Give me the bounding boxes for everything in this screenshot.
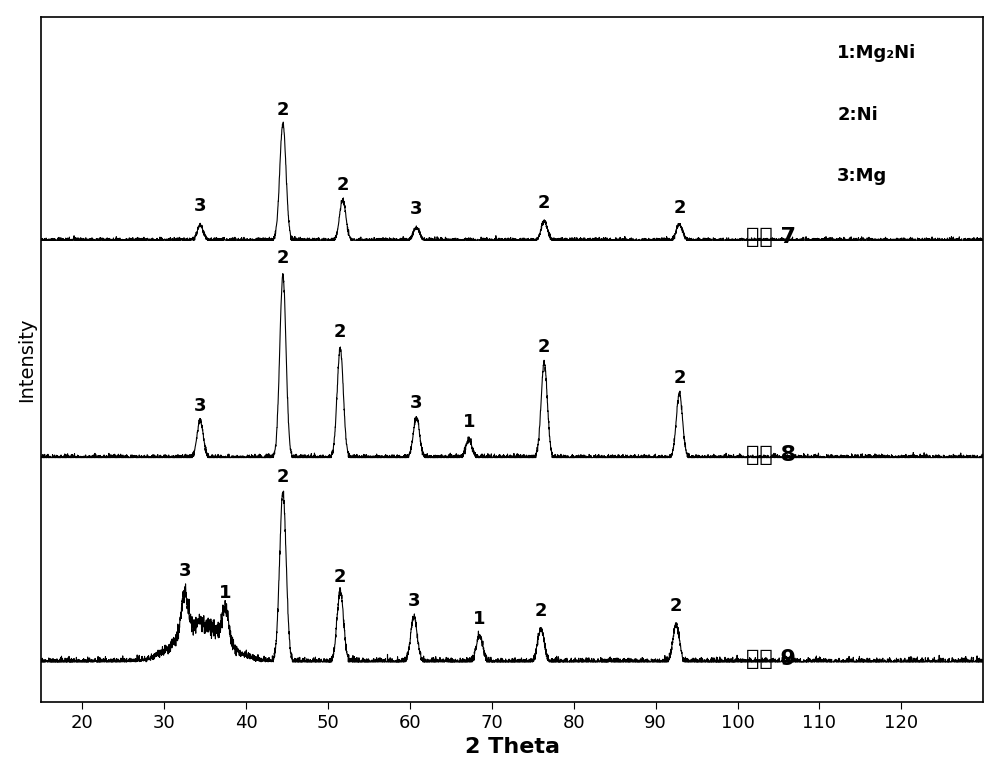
Text: 2: 2 <box>673 368 686 387</box>
Text: 3: 3 <box>178 563 191 580</box>
Text: 2: 2 <box>277 467 289 486</box>
Text: 2: 2 <box>670 598 682 615</box>
Text: 1: 1 <box>219 584 232 602</box>
Text: 3: 3 <box>194 397 206 415</box>
Text: 2: 2 <box>277 248 289 267</box>
X-axis label: 2 Theta: 2 Theta <box>465 738 560 757</box>
Text: 3:Mg: 3:Mg <box>837 167 888 186</box>
Text: 2: 2 <box>334 568 346 586</box>
Text: 1: 1 <box>473 610 486 628</box>
Text: 2: 2 <box>673 200 686 217</box>
Text: 2: 2 <box>538 194 550 212</box>
Text: 2: 2 <box>334 324 346 341</box>
Text: 2: 2 <box>277 101 289 119</box>
Text: 2: 2 <box>535 601 547 619</box>
Text: 3: 3 <box>410 394 423 412</box>
Text: 2: 2 <box>336 176 349 194</box>
Text: 实例 7: 实例 7 <box>746 228 796 248</box>
Text: 1:Mg₂Ni: 1:Mg₂Ni <box>837 44 917 62</box>
Text: 2:Ni: 2:Ni <box>837 106 878 124</box>
Text: 3: 3 <box>408 591 420 610</box>
Text: 3: 3 <box>194 197 206 215</box>
Y-axis label: Intensity: Intensity <box>17 317 36 402</box>
Text: 1: 1 <box>463 413 475 431</box>
Text: 3: 3 <box>410 200 423 218</box>
Text: 2: 2 <box>538 338 550 356</box>
Text: 实例 8: 实例 8 <box>746 445 796 465</box>
Text: 实例 9: 实例 9 <box>746 649 796 670</box>
